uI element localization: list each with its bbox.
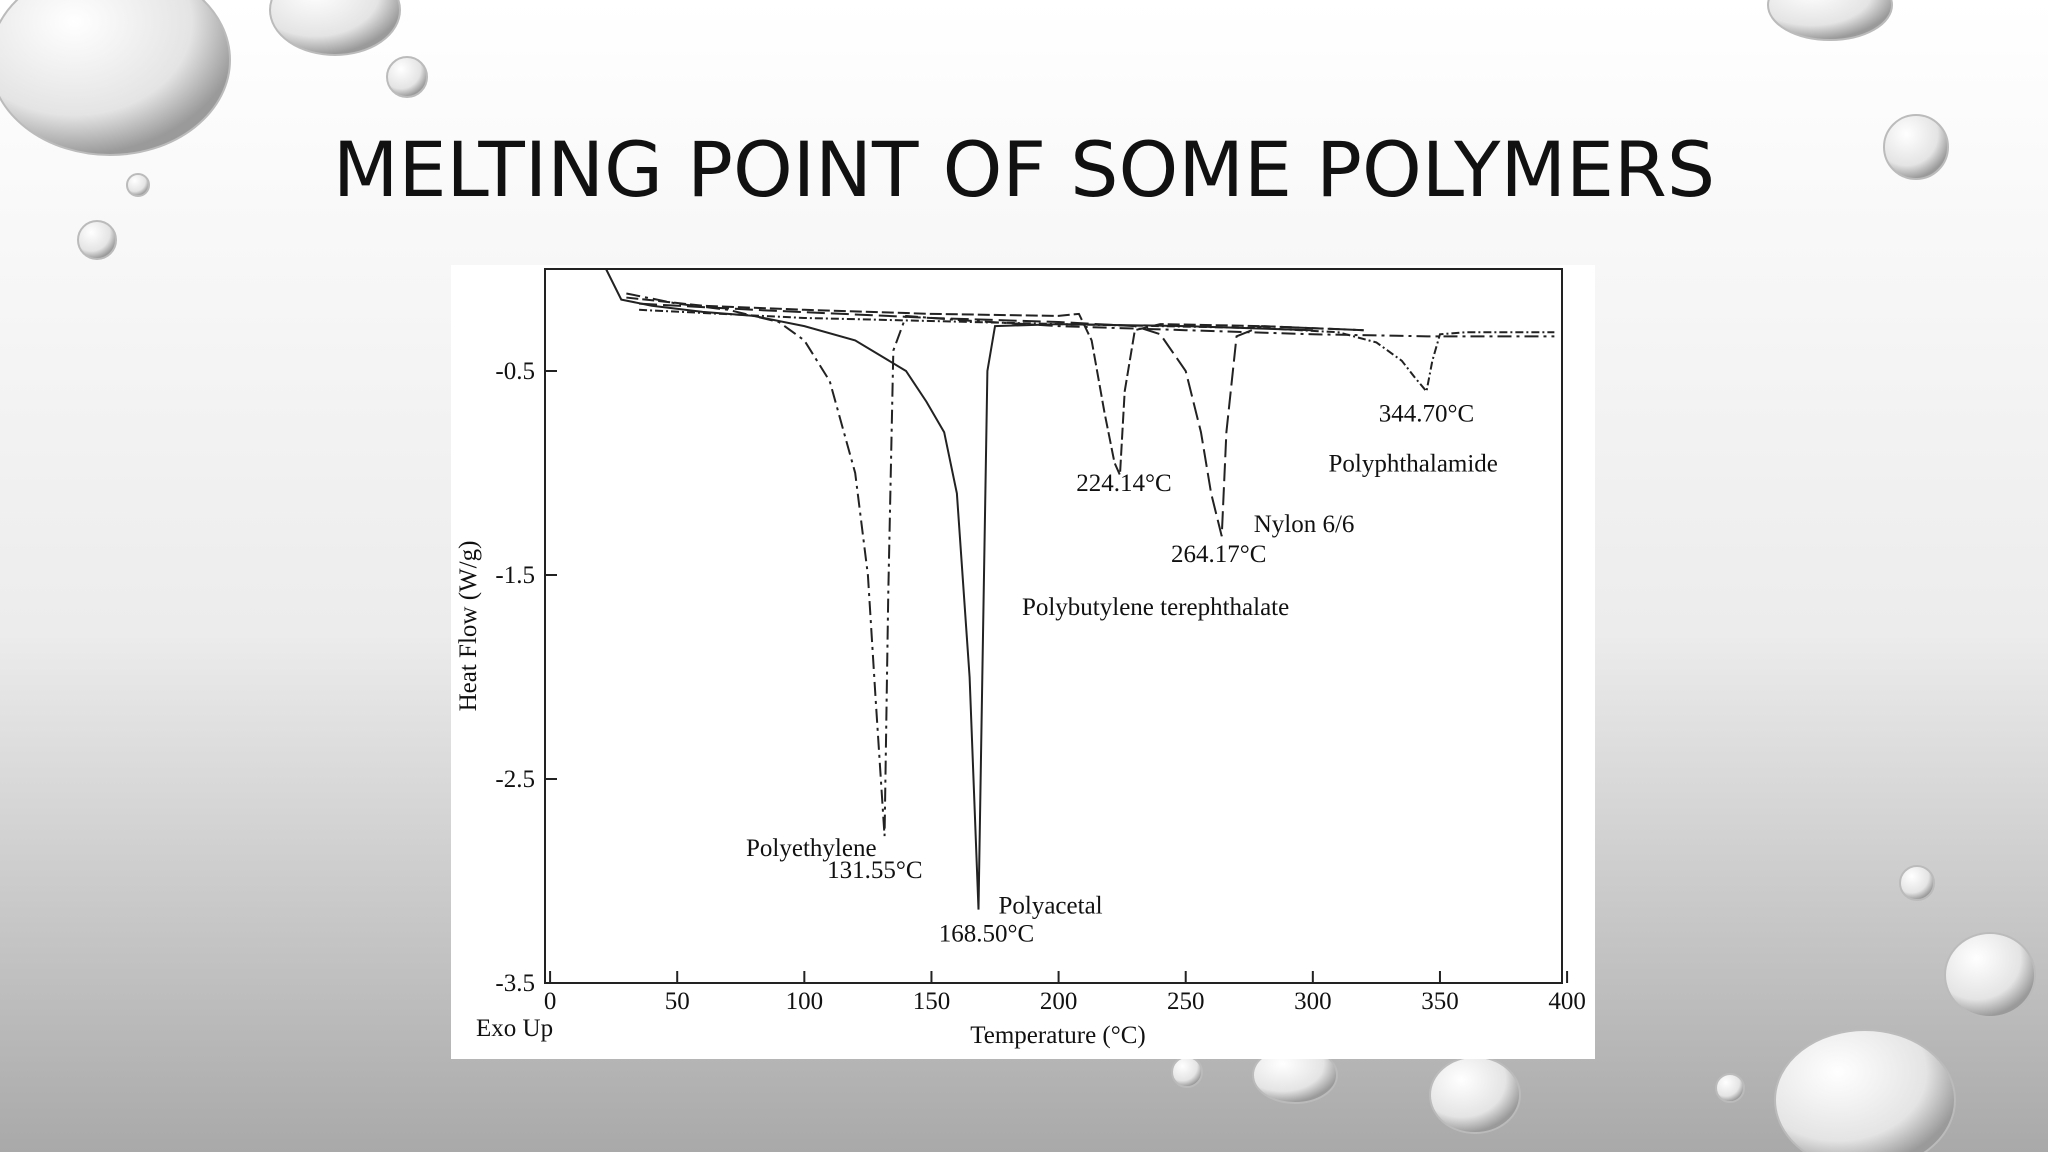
x-tick-label: 300 [1294, 988, 1332, 1015]
series-name: Nylon 6/6 [1254, 511, 1355, 538]
y-tick-label: -1.5 [495, 562, 535, 589]
peak-label: 224.14°C [1076, 470, 1171, 497]
y-tick-label: -3.5 [495, 970, 535, 997]
series-name: Polyacetal [998, 893, 1102, 920]
y-tick-label: -0.5 [495, 358, 535, 385]
x-axis-label: Temperature (°C) [970, 1022, 1146, 1049]
dsc-curve [639, 302, 1364, 537]
slide-title: MELTING POINT OF SOME POLYMERS [333, 125, 1715, 214]
peak-label: 168.50°C [939, 921, 1034, 948]
dsc-curve [626, 292, 1555, 837]
x-tick-label: 100 [786, 988, 824, 1015]
x-tick-label: 50 [665, 988, 690, 1015]
x-tick-label: 150 [913, 988, 951, 1015]
dsc-curve [605, 268, 1313, 910]
x-tick-label: 350 [1421, 988, 1459, 1015]
x-tick-label: 250 [1167, 988, 1205, 1015]
y-axis-label: Heat Flow (W/g) [455, 541, 482, 712]
x-tick-label: 0 [544, 988, 557, 1015]
dsc-curve [626, 296, 1364, 476]
chart-panel [451, 265, 1595, 1059]
series-name: Polybutylene terephthalate [1022, 594, 1289, 621]
peak-label: 131.55°C [827, 857, 922, 884]
series-name: Polyethylene [746, 835, 877, 862]
peak-label: 264.17°C [1171, 541, 1266, 568]
peak-label: 344.70°C [1379, 400, 1474, 427]
x-tick-label: 200 [1040, 988, 1078, 1015]
plot-frame [544, 268, 1563, 984]
exo-note: Exo Up [476, 1015, 553, 1042]
y-tick-label: -2.5 [495, 766, 535, 793]
x-tick-label: 400 [1548, 988, 1586, 1015]
dsc-curve [639, 308, 1555, 394]
series-name: Polyphthalamide [1328, 450, 1497, 477]
